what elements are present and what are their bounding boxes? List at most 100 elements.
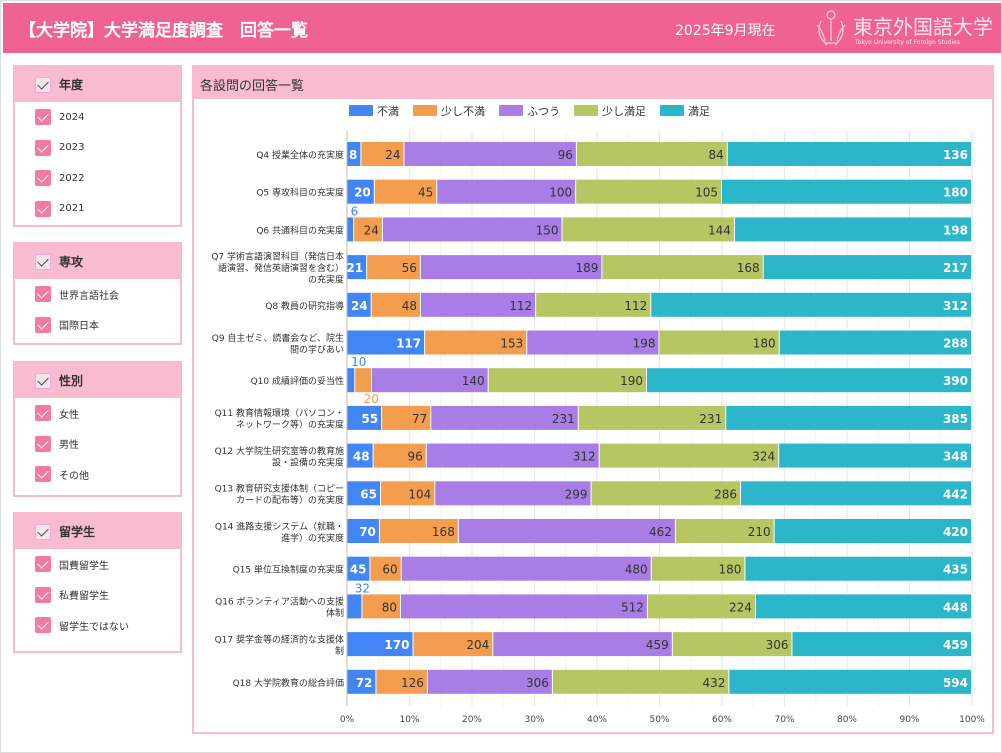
category-label: Q4 授業全体の充実度 [256, 149, 344, 161]
data-label: 180 [719, 563, 742, 577]
data-label: 224 [729, 600, 752, 614]
bar-segment [729, 669, 971, 694]
checkbox-checked-icon[interactable] [35, 286, 51, 303]
data-label: 117 [396, 337, 421, 351]
data-label: 448 [943, 600, 968, 614]
filter-option[interactable]: 国際日本 [15, 310, 180, 341]
legend-label: 少し不満 [441, 105, 485, 118]
filter-option[interactable]: 私費留学生 [15, 580, 180, 611]
bar-segment [361, 142, 404, 166]
filter-header-international[interactable]: 留学生 [15, 514, 180, 549]
checkbox-checked-icon[interactable] [35, 466, 51, 483]
filter-option[interactable]: 2021 [15, 194, 180, 225]
filter-option[interactable]: 男性 [15, 429, 180, 460]
bar-segment [347, 632, 413, 657]
checkbox-checked-icon[interactable] [35, 170, 51, 187]
checkbox-checked-icon[interactable] [35, 586, 51, 603]
filter-option[interactable]: 2024 [15, 102, 180, 133]
filter-header-major[interactable]: 専攻 [15, 244, 180, 279]
category-label: カードの配布等）の充実度 [236, 494, 344, 506]
bar-segment [435, 481, 591, 506]
select-all-checkbox[interactable] [35, 253, 51, 270]
data-label: 6 [351, 204, 359, 218]
filter-option[interactable]: 留学生ではない [15, 610, 180, 641]
data-label: 459 [646, 638, 669, 652]
checkbox-checked-icon[interactable] [35, 405, 51, 422]
bar-segment [493, 632, 672, 657]
bar-segment [380, 481, 435, 506]
checkbox-checked-icon[interactable] [35, 316, 51, 333]
bar-segment [763, 255, 971, 280]
legend-item[interactable]: 少し満足 [574, 103, 646, 119]
data-label: 299 [565, 487, 588, 501]
select-all-checkbox[interactable] [35, 372, 51, 389]
bar-segment [591, 481, 741, 506]
data-label: 180 [753, 337, 776, 351]
bar-segment [488, 368, 646, 393]
filter-option[interactable]: 2023 [15, 133, 180, 164]
checkbox-checked-icon[interactable] [35, 200, 51, 217]
filter-option[interactable]: 国費留学生 [15, 549, 180, 580]
category-label: 進学）の充実度 [281, 532, 344, 544]
checkbox-checked-icon[interactable] [35, 435, 51, 452]
select-all-checkbox[interactable] [35, 523, 51, 540]
data-label: 8 [349, 148, 357, 162]
x-tick-label: 60% [712, 715, 732, 725]
bar-segment [354, 217, 382, 242]
bar-segment [401, 556, 651, 581]
category-label: Q15 単位互換制度の充実度 [233, 564, 344, 576]
category-label: Q10 成績評価の妥当性 [251, 375, 344, 387]
data-label: 24 [351, 299, 368, 313]
filter-option[interactable]: その他 [15, 459, 180, 490]
x-tick-label: 40% [587, 715, 607, 725]
legend-item[interactable]: 満足 [660, 103, 710, 119]
legend-label: 不満 [377, 105, 399, 118]
data-label: 80 [382, 600, 397, 614]
data-label: 105 [695, 186, 718, 200]
legend-item[interactable]: 不満 [349, 103, 399, 119]
header-bar: 【大学院】大学満足度調査 回答一覧 2025年9月現在 東京外国語大学 Toky… [3, 3, 1001, 53]
bar-segment [362, 594, 401, 619]
legend-item[interactable]: ふつう [499, 103, 560, 119]
x-tick-label: 70% [774, 715, 794, 725]
data-label: 96 [408, 450, 423, 464]
category-label: Q9 自主ゼミ、読書会など、院生 [212, 332, 344, 344]
checkbox-checked-icon[interactable] [35, 139, 51, 156]
filter-option[interactable]: 世界言語社会 [15, 279, 180, 310]
x-tick-label: 0% [340, 715, 355, 725]
category-label: Q13 教育研究支援体制（コピー [215, 483, 344, 495]
filter-option[interactable]: 2022 [15, 163, 180, 194]
checkbox-checked-icon[interactable] [35, 617, 51, 634]
data-label: 10 [351, 355, 366, 369]
data-label: 96 [558, 148, 573, 162]
data-label: 170 [384, 638, 409, 652]
data-label: 77 [412, 412, 427, 426]
category-label: Q8 教員の研究指導 [265, 300, 344, 312]
legend-item[interactable]: 少し不満 [413, 103, 485, 119]
bar-segment [425, 330, 527, 355]
stacked-bar-chart: 0% 10% 20% 30% 40% 50% 60% 70% 80% 90% 100% Q4 授業全体… [211, 131, 985, 725]
university-logo: 東京外国語大学 Tokyo University of Foreign Stud… [813, 9, 993, 49]
filter-header-gender[interactable]: 性別 [15, 363, 180, 398]
bar-segment [651, 292, 971, 317]
bar-segment [659, 330, 779, 355]
filter-option[interactable]: 女性 [15, 398, 180, 429]
legend-swatch [499, 105, 523, 116]
checkbox-checked-icon[interactable] [35, 109, 51, 126]
bar-segment [420, 255, 602, 280]
category-label: 設・設備の充実度 [272, 456, 344, 468]
data-label: 210 [748, 525, 771, 539]
data-label: 435 [943, 563, 968, 577]
bar-segment [578, 405, 726, 430]
bar-segment [647, 368, 971, 393]
data-label: 55 [361, 412, 378, 426]
bar-segment [527, 330, 659, 355]
category-label: ネットワーク等）の充実度 [236, 419, 344, 431]
data-label: 459 [943, 638, 968, 652]
bar-segment [774, 519, 971, 543]
filter-header-year[interactable]: 年度 [15, 67, 180, 102]
checkbox-checked-icon[interactable] [35, 556, 51, 573]
bar-segment [562, 217, 734, 242]
data-label: 306 [526, 676, 549, 690]
select-all-checkbox[interactable] [35, 76, 51, 93]
